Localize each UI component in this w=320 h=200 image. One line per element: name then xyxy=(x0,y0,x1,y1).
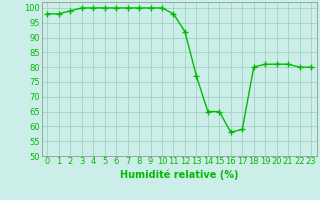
X-axis label: Humidité relative (%): Humidité relative (%) xyxy=(120,169,238,180)
